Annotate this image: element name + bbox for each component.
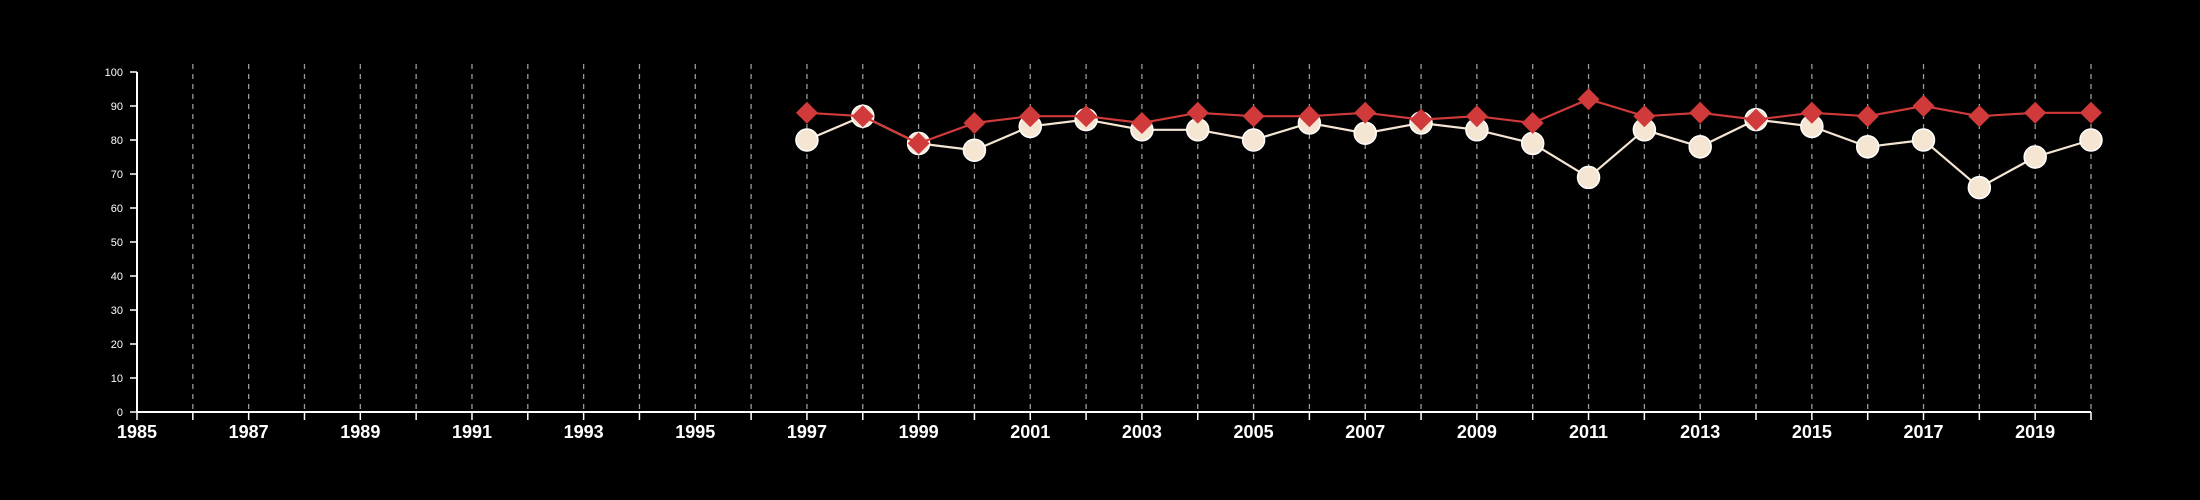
data-point-circle xyxy=(962,138,987,162)
data-point-circle xyxy=(1520,131,1545,156)
data-point-circle xyxy=(1576,165,1601,190)
y-tick-label: 30 xyxy=(111,305,123,317)
data-point-diamond xyxy=(1577,88,1600,111)
data-point-diamond xyxy=(1410,108,1433,131)
data-point-circle xyxy=(1855,135,1880,159)
data-point-diamond xyxy=(1912,95,1935,117)
x-tick-label: 2019 xyxy=(2015,422,2055,442)
data-point-diamond xyxy=(1521,112,1544,134)
data-point-diamond xyxy=(1186,101,1209,124)
series-circle xyxy=(795,104,2103,200)
y-tick-label: 0 xyxy=(117,407,123,419)
grid-lines xyxy=(192,64,2092,412)
data-point-diamond xyxy=(1298,105,1321,128)
x-tick-label: 2009 xyxy=(1457,422,1497,442)
x-tick-label: 2003 xyxy=(1122,422,1162,442)
data-point-diamond xyxy=(795,101,818,124)
series-diamond xyxy=(795,88,2102,155)
axes: 0 10 20 30 40 50 60 70 80 90 100 1985 1987 1989 1991 19… xyxy=(105,67,2092,442)
data-point-circle xyxy=(1967,175,1992,200)
y-tick-label: 50 xyxy=(111,237,123,249)
data-point-diamond xyxy=(1465,105,1488,128)
y-tick-label: 10 xyxy=(111,373,123,385)
data-point-circle xyxy=(1911,128,1936,152)
y-tick-label: 90 xyxy=(111,101,123,113)
x-tick-label: 1999 xyxy=(899,422,939,442)
data-point-circle xyxy=(795,128,819,152)
x-tick-label: 1985 xyxy=(117,422,157,442)
y-tick-label: 60 xyxy=(111,203,123,215)
data-point-diamond xyxy=(1856,105,1879,128)
x-tick-label: 1989 xyxy=(340,422,380,442)
data-point-diamond xyxy=(1019,105,1042,128)
data-point-diamond xyxy=(851,105,874,128)
data-point-diamond xyxy=(1745,108,1768,131)
y-tick-label: 20 xyxy=(111,339,123,351)
data-point-diamond xyxy=(2024,101,2047,124)
data-point-circle xyxy=(2023,145,2047,169)
x-tick-label: 1991 xyxy=(452,422,492,442)
x-tick-label: 2013 xyxy=(1680,422,1720,442)
data-point-diamond xyxy=(1242,105,1265,128)
x-tick-label: 2011 xyxy=(1569,422,1608,442)
x-tick-label: 1997 xyxy=(787,422,827,442)
data-point-diamond xyxy=(1075,105,1098,128)
series-line xyxy=(806,98,2091,145)
data-point-circle xyxy=(1353,121,1377,145)
data-point-diamond xyxy=(963,112,986,134)
x-tick-label: 1993 xyxy=(564,422,604,442)
data-point-diamond xyxy=(1968,105,1991,128)
x-tick-label: 2015 xyxy=(1792,422,1832,442)
data-point-circle xyxy=(1241,128,1266,152)
data-point-diamond xyxy=(2080,101,2102,124)
data-point-diamond xyxy=(907,132,930,155)
x-tick-label: 2005 xyxy=(1234,422,1274,442)
y-tick-label: 70 xyxy=(111,169,123,181)
y-tick-label: 100 xyxy=(105,67,123,79)
series-line xyxy=(806,114,2092,189)
x-tick-label: 2007 xyxy=(1345,422,1385,442)
data-point-diamond xyxy=(1689,101,1712,124)
y-tick-label: 80 xyxy=(111,135,123,147)
data-point-diamond xyxy=(1354,101,1377,124)
y-tick-label: 40 xyxy=(111,271,123,283)
data-point-circle xyxy=(2079,128,2103,152)
data-point-diamond xyxy=(1800,101,1823,124)
x-tick-label: 2001 xyxy=(1010,422,1050,442)
data-series xyxy=(795,88,2103,200)
data-point-diamond xyxy=(1633,105,1656,128)
data-point-circle xyxy=(1688,135,1712,159)
x-tick-label: 1995 xyxy=(675,422,715,442)
x-tick-label: 1987 xyxy=(229,422,269,442)
x-tick-label: 2017 xyxy=(1903,422,1943,442)
data-point-diamond xyxy=(1130,112,1153,134)
